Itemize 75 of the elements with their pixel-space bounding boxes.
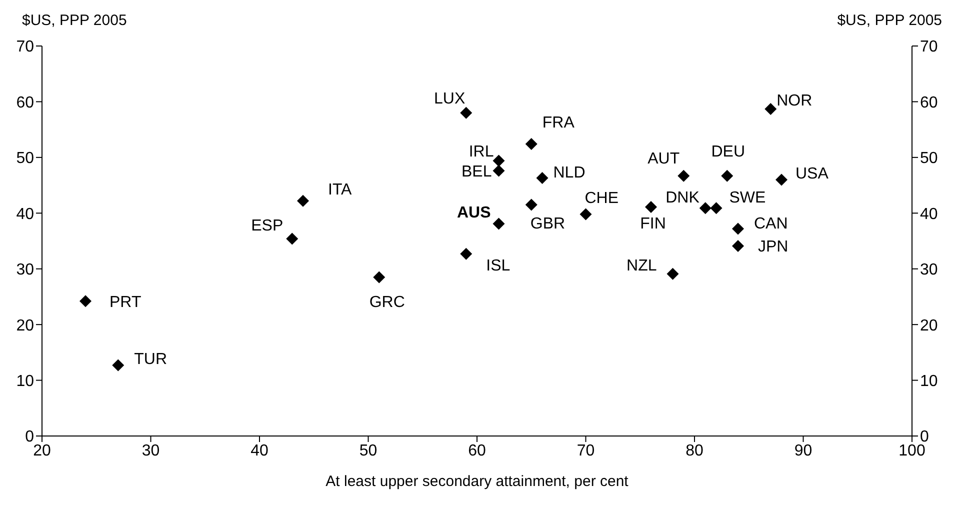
annotation: USA [796,165,829,182]
point [297,194,309,207]
annotation: NOR [776,92,812,110]
y-tick-label: 20 [16,317,34,334]
annotation: GBR [530,215,566,232]
annotation: ISL [486,257,510,274]
y2-axis-title: $US, PPP 2005 [837,12,942,29]
x-tick-label: 50 [359,442,378,460]
point [492,154,505,167]
y2-tick-label: 40 [920,206,938,223]
y-tick-label: 10 [16,372,34,390]
point [666,268,679,280]
y-tick-label: 30 [16,262,34,279]
point [492,218,505,230]
point [536,172,548,184]
x-tick-label: 80 [686,442,704,460]
annotation: PRT [110,294,142,311]
x-tick-label: 100 [898,442,926,460]
annotation: CHE [584,190,619,207]
point [699,202,712,214]
annotation: ITA [328,181,352,198]
point [460,106,472,119]
y2-tick-label: 60 [920,94,938,112]
point [721,170,734,182]
y-tick-label: 40 [16,206,34,223]
point [732,222,744,235]
annotation: NZL [626,257,657,274]
x-tick-label: 30 [142,442,160,460]
x-tick-label: 40 [250,442,268,460]
y2-tick-label: 70 [920,38,938,56]
annotation: FIN [640,216,666,233]
x-tick-label: 60 [468,442,486,460]
annotation: IRL [468,143,494,160]
point [112,359,124,372]
y2-tick-label: 20 [920,317,938,334]
point [678,170,690,182]
annotation: CAN [754,215,788,232]
point [580,208,592,220]
annotation: ESP [251,217,284,234]
point [492,164,505,177]
annotation: AUS [456,204,492,222]
annotation: NLD [553,164,586,182]
annotation: BEL [462,163,492,180]
annotation: DNK [666,190,700,207]
point [80,295,92,308]
point [286,232,298,245]
annotation: DEU [711,143,746,160]
point [710,202,722,214]
annotation: LUX [434,90,466,108]
y-tick-label: 0 [25,428,34,446]
point [732,240,744,252]
point [525,198,538,211]
annotation: AUT [648,150,680,168]
annotation: TUR [134,350,168,368]
point [373,271,386,284]
point [645,201,657,214]
x-tick-label: 90 [794,442,812,460]
y-tick-label: 60 [16,94,34,112]
annotation: JPN [758,238,788,256]
x-tick-label: 20 [33,442,51,460]
y2-tick-label: 50 [920,150,938,168]
y2-tick-label: 30 [920,262,938,279]
y-axis-title: $US, PPP 2005 [22,12,127,29]
point [776,174,788,186]
x-tick-label: 70 [576,442,595,460]
point [764,102,777,115]
point [460,248,472,260]
annotation: SWE [729,190,766,207]
y-tick-label: 50 [16,150,34,168]
y2-tick-label: 10 [920,372,938,390]
annotation: GRC [369,294,405,311]
y-tick-label: 70 [16,38,34,56]
x-axis-title: At least upper secondary attainment, per cent [326,473,630,490]
point [525,138,538,150]
annotation: FRA [542,114,575,132]
